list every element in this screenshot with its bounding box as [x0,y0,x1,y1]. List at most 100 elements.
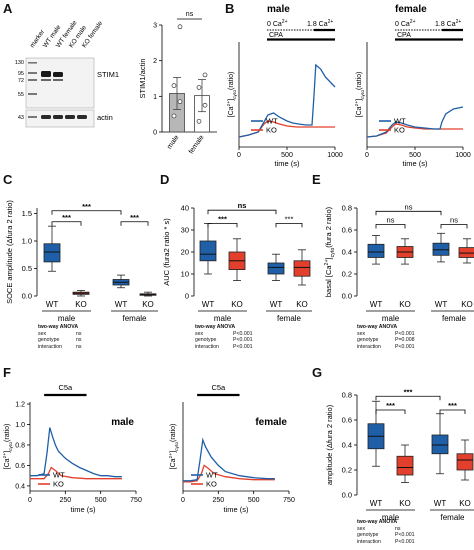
group-label: male [382,314,400,323]
y-tick-label: 1.0 [15,422,25,429]
marker-ladder [28,62,37,118]
significance-label: ns [387,216,395,225]
legend-label: WT [394,117,406,126]
cpa-label: CPA [397,32,411,39]
box [432,242,450,256]
stim-label: C5a [211,383,226,392]
stim-label: C5a [58,383,73,392]
y-axis-label: amplitude (Δfura 2 ratio) [325,404,334,485]
condition-label: 1.8 Ca2+ [307,19,333,28]
significance-label: ns [186,11,194,18]
significance-bracket [275,223,303,228]
anova-table-c: two-way ANOVA sex ns genotype ns interacti… [38,324,82,350]
x-tick-label: 0 [237,152,241,159]
y-tick-label: 0.8 [15,442,25,449]
box [199,240,217,262]
anova-title: two-way ANOVA [357,519,398,525]
y-tick-label: 0.5 [22,264,32,273]
marker-size: 55 [18,92,24,98]
significance-label: ns [450,216,458,225]
legend-label: WT [53,471,65,480]
y-tick-label: 10 [181,270,189,279]
legend-label: WT [266,117,278,126]
y-tick-label: 0.6 [342,226,352,235]
y-tick-label: 0.2 [342,466,352,475]
significance-label: *** [285,214,294,223]
y-tick-label: 40 [181,204,189,213]
box [458,247,474,258]
significance-bracket [439,409,466,414]
genotype-label: KO [231,300,243,309]
marker-size: 43 [18,115,24,121]
significance-label: *** [386,401,395,410]
c5a-ca-traces: C5a male 0 250 500 750 time (s) 0.4 0.6 0.8 1.0 1.2… [2,383,295,514]
stim1-bands [41,71,63,81]
x-tick-label: 500 [248,497,260,504]
marker-size: 72 [18,78,24,84]
significance-bracket [375,224,406,229]
actin-bands [41,115,87,119]
genotype-label: WT [370,499,383,508]
significance-label: *** [448,401,457,410]
condition-label: 1.8 Ca2+ [435,19,461,28]
x-tick-label: 500 [281,152,293,159]
y-axis-label: [Ca2+]cyto(ratio) [226,72,238,118]
anova-title: two-way ANOVA [357,324,398,330]
y-tick-label: 0.0 [342,491,352,500]
legend-label: KO [394,126,405,135]
y-tick-label: 1 [153,94,157,101]
anova-table-g: two-way ANOVA sex ns genotype P<0.001 inte… [357,519,415,545]
wt-trace [238,63,336,138]
band-label-actin: actin [97,113,113,122]
significance-bracket [120,221,149,226]
anova-title: two-way ANOVA [38,324,79,330]
significance-bracket [207,223,238,228]
y-tick-label: 0 [153,130,157,137]
data-point [202,102,208,108]
wt-trace [30,427,122,478]
panel-label-d: D [160,172,170,187]
y-tick-label: 30 [181,226,189,235]
x-tick-label: 500 [409,152,421,159]
data-point [177,24,183,30]
group-label: female [440,513,465,522]
box [456,453,474,471]
cpa-label: CPA [269,32,283,39]
y-tick-label: 2 [153,58,157,65]
western-blot: marker WT male WT female KO male KO fema… [15,19,119,128]
x-tick-label: 0 [181,497,185,504]
genotype-label: WT [202,300,215,309]
marker-size: 130 [15,60,24,66]
significance-label: *** [218,214,227,223]
y-tick-label: 3 [153,23,157,30]
panel-label-g: G [312,365,323,380]
y-tick-label: 0.8 [342,204,352,213]
marker-size: 95 [18,71,24,77]
x-axis-label: time (s) [275,159,301,168]
box [267,262,285,275]
c5a-amplitude-boxplot: 0.0 0.2 0.4 0.6 0.8 amplitude (Δfura 2 ratio)… [325,387,474,522]
group-label: male [382,513,400,522]
group-label: female [122,314,147,323]
stim1-blot-membrane [25,57,95,109]
genotype-label: KO [296,300,308,309]
y-tick-label: 0.6 [15,463,25,470]
box [431,434,449,455]
group-label: male [58,314,76,323]
y-axis-label: basal [Ca2+]cyto(fura 2 ratio) [324,206,336,297]
significance-label: *** [62,213,71,222]
legend-label: KO [206,480,217,489]
y-tick-label: 0.0 [342,292,352,301]
x-tick-label: 250 [212,497,224,504]
subpanel-title: female [395,4,427,15]
y-axis-label: SOCE amplitude (Δfura 2 ratio) [5,200,14,304]
auc-boxplot: 0 10 20 30 40 AUC (fura2 ratio * s) WT KO WT KO ma… [162,201,312,323]
data-point [171,83,177,88]
band-label-stim1: STIM1 [97,70,119,79]
ko-trace [30,466,122,480]
anova-title: two-way ANOVA [195,324,236,330]
genotype-label: WT [270,300,283,309]
y-tick-label: 1.2 [15,402,25,409]
genotype-label: KO [142,300,154,309]
significance-bracket [375,210,442,216]
